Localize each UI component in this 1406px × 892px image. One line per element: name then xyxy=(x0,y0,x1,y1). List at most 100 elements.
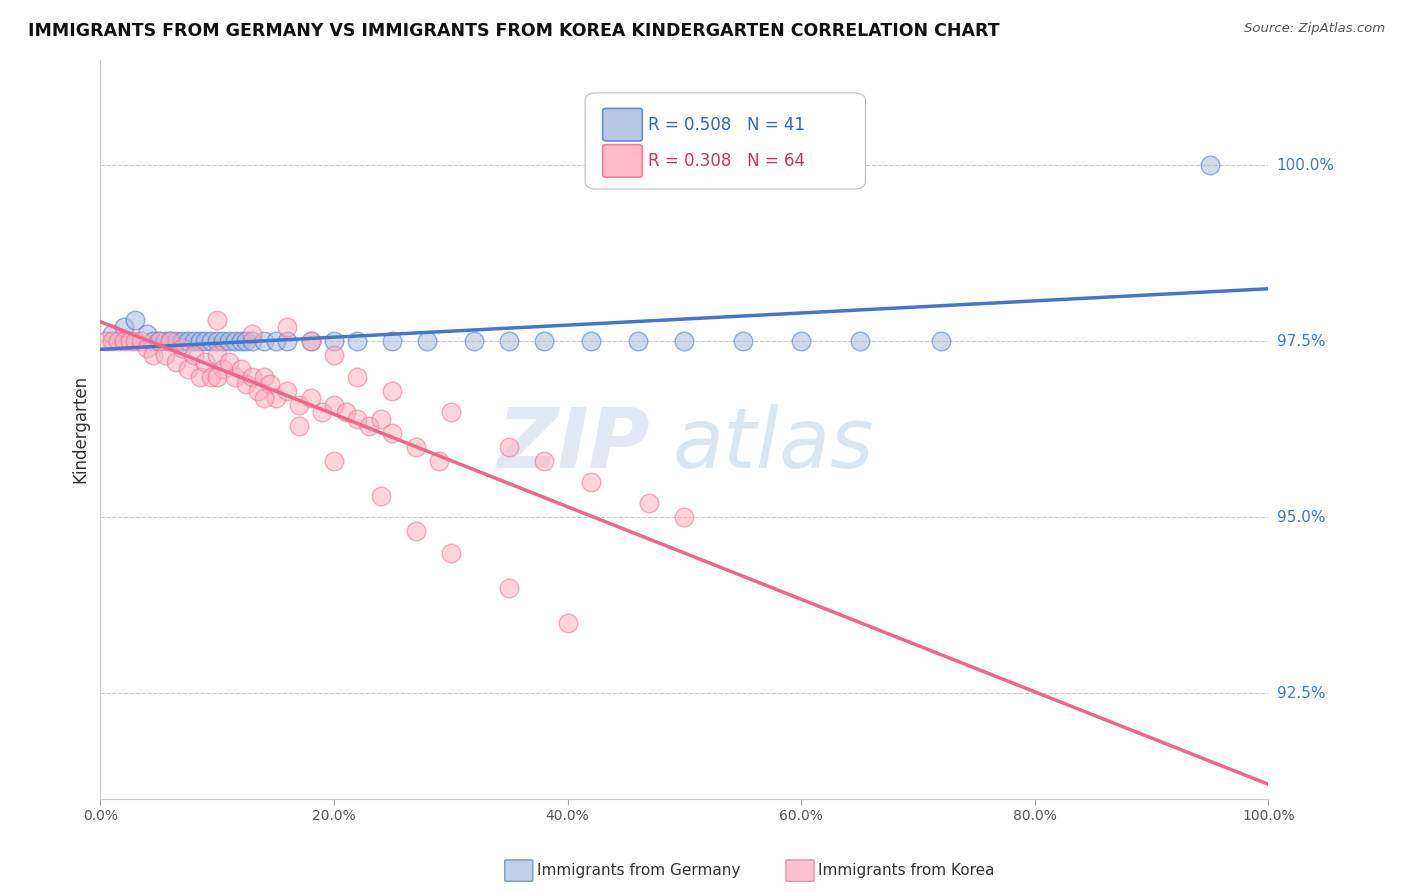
Point xyxy=(335,405,357,419)
Point xyxy=(627,334,650,349)
Point xyxy=(148,334,170,349)
Point xyxy=(205,348,228,362)
Point xyxy=(440,545,463,559)
Point xyxy=(253,391,276,405)
Point xyxy=(136,342,159,356)
Point xyxy=(673,334,696,349)
Point xyxy=(346,411,368,425)
Point xyxy=(638,496,661,510)
Point xyxy=(124,313,146,327)
Point xyxy=(370,489,392,503)
Point xyxy=(288,418,311,433)
Point xyxy=(253,334,276,349)
Text: 100.0%: 100.0% xyxy=(1277,158,1334,173)
Point xyxy=(200,334,222,349)
Point xyxy=(107,334,129,349)
Point xyxy=(142,348,165,362)
Point xyxy=(288,398,311,412)
Point xyxy=(101,327,124,342)
Point xyxy=(212,362,235,376)
Point xyxy=(153,334,176,349)
Point xyxy=(498,581,520,595)
Point xyxy=(311,405,333,419)
Point xyxy=(405,440,427,454)
Point xyxy=(129,334,152,349)
Point xyxy=(370,411,392,425)
Point xyxy=(731,334,754,349)
Point xyxy=(183,334,205,349)
Point xyxy=(172,342,194,356)
Point xyxy=(463,334,485,349)
Point xyxy=(498,440,520,454)
FancyBboxPatch shape xyxy=(603,145,643,178)
Point xyxy=(579,334,602,349)
Point xyxy=(148,334,170,349)
Point xyxy=(240,334,263,349)
Point xyxy=(381,384,404,398)
Point xyxy=(848,334,870,349)
Point xyxy=(142,334,165,349)
Point xyxy=(205,369,228,384)
Point xyxy=(323,334,346,349)
Point xyxy=(229,362,252,376)
Point xyxy=(240,369,263,384)
Text: IMMIGRANTS FROM GERMANY VS IMMIGRANTS FROM KOREA KINDERGARTEN CORRELATION CHART: IMMIGRANTS FROM GERMANY VS IMMIGRANTS FR… xyxy=(28,22,1000,40)
Point xyxy=(299,334,322,349)
Point xyxy=(183,348,205,362)
FancyBboxPatch shape xyxy=(585,93,866,189)
Point xyxy=(357,418,380,433)
Point xyxy=(405,524,427,539)
Point xyxy=(299,391,322,405)
Point xyxy=(229,334,252,349)
Point xyxy=(112,320,135,334)
Point xyxy=(381,425,404,440)
Point xyxy=(159,334,181,349)
Point xyxy=(533,334,555,349)
Point xyxy=(153,348,176,362)
Y-axis label: Kindergarten: Kindergarten xyxy=(72,376,89,483)
Point xyxy=(200,369,222,384)
Point xyxy=(440,405,463,419)
Point xyxy=(240,327,263,342)
Point xyxy=(790,334,813,349)
Point xyxy=(1199,158,1222,172)
Point xyxy=(323,348,346,362)
Point xyxy=(323,454,346,468)
Point xyxy=(177,334,200,349)
Point xyxy=(224,334,246,349)
Point xyxy=(346,334,368,349)
Point xyxy=(276,384,298,398)
Point xyxy=(673,510,696,524)
Point xyxy=(276,334,298,349)
Text: Source: ZipAtlas.com: Source: ZipAtlas.com xyxy=(1244,22,1385,36)
Point xyxy=(205,334,228,349)
Point xyxy=(253,369,276,384)
Point xyxy=(346,369,368,384)
Point xyxy=(136,327,159,342)
Point xyxy=(165,355,187,369)
Point xyxy=(188,334,211,349)
Text: ZIP: ZIP xyxy=(496,403,650,484)
Point xyxy=(264,391,287,405)
Point xyxy=(165,334,187,349)
Point xyxy=(212,334,235,349)
Point xyxy=(112,334,135,349)
Point xyxy=(276,320,298,334)
Point xyxy=(533,454,555,468)
Point xyxy=(235,376,257,391)
Point xyxy=(381,334,404,349)
Point xyxy=(299,334,322,349)
Point xyxy=(247,384,270,398)
Text: R = 0.508   N = 41: R = 0.508 N = 41 xyxy=(648,116,806,134)
Point xyxy=(118,334,141,349)
Point xyxy=(159,334,181,349)
Text: atlas: atlas xyxy=(672,403,875,484)
Point xyxy=(194,334,217,349)
Text: Immigrants from Germany: Immigrants from Germany xyxy=(537,863,741,878)
Point xyxy=(172,334,194,349)
Point xyxy=(498,334,520,349)
Point xyxy=(124,334,146,349)
Point xyxy=(931,334,953,349)
Point xyxy=(416,334,439,349)
Point xyxy=(218,355,240,369)
